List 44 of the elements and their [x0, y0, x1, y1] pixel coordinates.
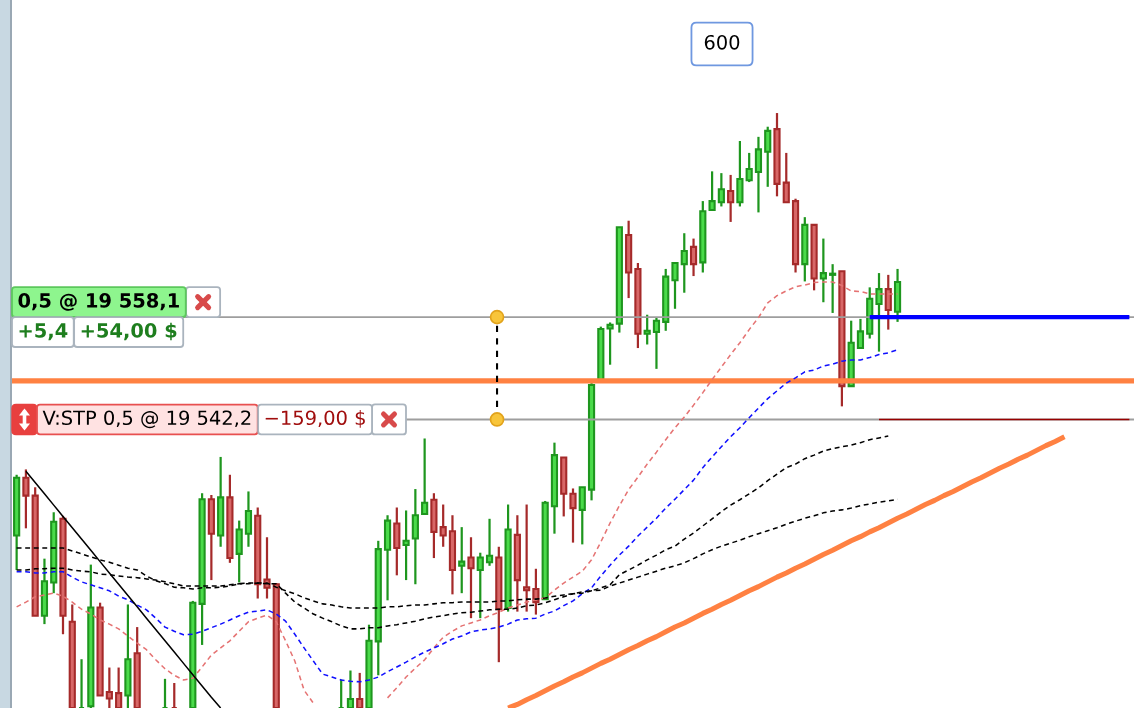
annotation: 0,5 @ 19 558,1 — [18, 293, 179, 311]
candlestick — [736, 139, 744, 208]
candlestick — [578, 486, 586, 546]
candlestick — [411, 487, 419, 586]
candlestick — [606, 321, 614, 366]
candlestick — [764, 125, 772, 188]
candlestick — [244, 490, 253, 548]
candlestick — [458, 526, 466, 595]
candlestick — [523, 503, 531, 613]
candlestick — [745, 151, 753, 184]
annotation: +54,00 $ — [81, 322, 177, 341]
candlestick — [439, 503, 447, 548]
candlestick — [569, 487, 577, 544]
candlestick — [485, 517, 494, 567]
annotation: −159,00 $ — [265, 410, 365, 428]
candlestick — [356, 671, 364, 708]
candlestick — [875, 271, 883, 353]
text: 600 — [704, 34, 740, 50]
candlestick — [263, 536, 271, 600]
candlestick — [421, 437, 429, 516]
candlestick — [819, 237, 827, 304]
candlestick — [671, 261, 679, 310]
candlestick — [476, 551, 484, 620]
candlestick — [727, 173, 735, 224]
candlestick — [708, 170, 716, 212]
candlestick — [402, 509, 410, 582]
candlestick — [754, 135, 763, 214]
candlestick — [105, 666, 113, 708]
candlestick — [884, 273, 892, 331]
candlestick — [115, 666, 123, 708]
candlestick — [829, 263, 837, 315]
annotation: +5,4 — [19, 323, 68, 341]
candlestick — [643, 313, 651, 346]
candlestick — [467, 536, 475, 620]
candlestick — [532, 567, 540, 616]
annotation: V:STP 0,5 @ 19 542,2 — [42, 410, 251, 429]
candlestick — [782, 151, 790, 204]
candlestick — [652, 316, 661, 370]
candlestick — [856, 317, 865, 350]
candlestick — [346, 669, 355, 708]
candlestick — [717, 172, 725, 208]
candlestick — [689, 237, 698, 278]
candlestick — [22, 468, 30, 530]
candlestick — [680, 232, 688, 294]
